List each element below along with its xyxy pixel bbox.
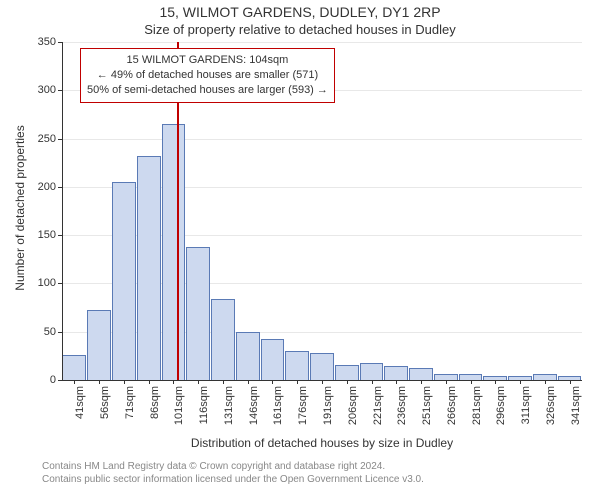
ytick-label: 300 bbox=[16, 84, 56, 96]
plot-area: 15 WILMOT GARDENS: 104sqm ← 49% of detac… bbox=[62, 42, 582, 380]
histogram-bar bbox=[87, 310, 111, 380]
xtick-label: 326sqm bbox=[545, 386, 557, 436]
xtick-label: 221sqm bbox=[372, 386, 384, 436]
xtick-label: 206sqm bbox=[347, 386, 359, 436]
xtick-label: 161sqm bbox=[272, 386, 284, 436]
histogram-bar bbox=[285, 351, 309, 380]
xtick-label: 101sqm bbox=[173, 386, 185, 436]
xtick-label: 56sqm bbox=[99, 386, 111, 436]
y-axis-label: Number of detached properties bbox=[13, 118, 27, 298]
histogram-bar bbox=[162, 124, 186, 380]
footer-attribution: Contains HM Land Registry data © Crown c… bbox=[42, 460, 424, 486]
xtick-label: 176sqm bbox=[297, 386, 309, 436]
ytick-label: 50 bbox=[16, 326, 56, 338]
xtick-label: 41sqm bbox=[74, 386, 86, 436]
xtick-label: 86sqm bbox=[149, 386, 161, 436]
xtick-label: 146sqm bbox=[248, 386, 260, 436]
xtick-label: 281sqm bbox=[471, 386, 483, 436]
chart-title-main: 15, WILMOT GARDENS, DUDLEY, DY1 2RP bbox=[0, 4, 600, 20]
xtick-label: 251sqm bbox=[421, 386, 433, 436]
footer-line-1: Contains HM Land Registry data © Crown c… bbox=[42, 460, 424, 473]
histogram-bar bbox=[62, 355, 86, 380]
xtick-label: 116sqm bbox=[198, 386, 210, 436]
y-axis-line bbox=[62, 42, 63, 380]
histogram-bar bbox=[384, 366, 408, 380]
histogram-bar bbox=[186, 247, 210, 380]
xtick-label: 236sqm bbox=[396, 386, 408, 436]
x-axis-line bbox=[62, 380, 582, 381]
grid-line bbox=[62, 42, 582, 43]
histogram-bar bbox=[211, 299, 235, 380]
grid-line bbox=[62, 139, 582, 140]
xtick-label: 266sqm bbox=[446, 386, 458, 436]
annotation-line-2: ← 49% of detached houses are smaller (57… bbox=[87, 68, 328, 83]
annotation-box: 15 WILMOT GARDENS: 104sqm ← 49% of detac… bbox=[80, 48, 335, 103]
xtick-label: 311sqm bbox=[520, 386, 532, 436]
histogram-bar bbox=[261, 339, 285, 380]
histogram-bar bbox=[310, 353, 334, 380]
chart-title-sub: Size of property relative to detached ho… bbox=[0, 22, 600, 37]
histogram-bar bbox=[236, 332, 260, 380]
histogram-bar bbox=[409, 368, 433, 380]
annotation-line-3: 50% of semi-detached houses are larger (… bbox=[87, 83, 328, 98]
xtick-label: 191sqm bbox=[322, 386, 334, 436]
xtick-label: 341sqm bbox=[570, 386, 582, 436]
histogram-bar bbox=[112, 182, 136, 380]
histogram-bar bbox=[335, 365, 359, 380]
ytick-label: 350 bbox=[16, 36, 56, 48]
xtick-label: 131sqm bbox=[223, 386, 235, 436]
histogram-bar bbox=[137, 156, 161, 380]
xtick-label: 296sqm bbox=[495, 386, 507, 436]
x-axis-label: Distribution of detached houses by size … bbox=[62, 436, 582, 450]
histogram-bar bbox=[360, 363, 384, 380]
footer-line-2: Contains public sector information licen… bbox=[42, 473, 424, 486]
annotation-line-1: 15 WILMOT GARDENS: 104sqm bbox=[87, 53, 328, 68]
ytick-label: 0 bbox=[16, 374, 56, 386]
xtick-label: 71sqm bbox=[124, 386, 136, 436]
